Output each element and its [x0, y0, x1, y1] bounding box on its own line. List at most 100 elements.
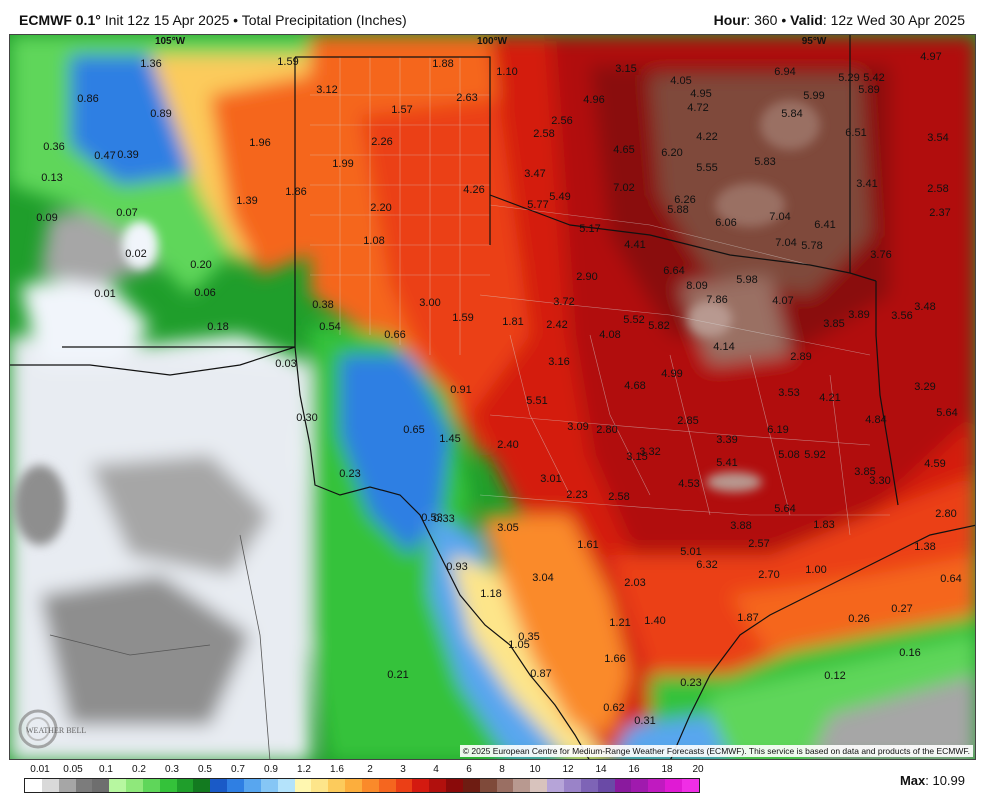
- precip-label: 0.23: [680, 677, 702, 689]
- precip-label: 3.85: [854, 466, 876, 478]
- precip-label: 3.15: [626, 451, 648, 463]
- legend-tick: 4: [433, 764, 439, 775]
- precip-label: 5.49: [549, 191, 571, 203]
- precip-label: 4.59: [924, 458, 946, 470]
- legend-swatch: [496, 779, 514, 792]
- precip-label: 0.91: [450, 384, 472, 396]
- legend-swatch: [395, 779, 413, 792]
- precip-label: 6.06: [715, 217, 737, 229]
- precip-label: 4.14: [713, 341, 735, 353]
- precip-label: 0.36: [43, 141, 65, 153]
- precip-label: 4.65: [613, 144, 635, 156]
- legend-swatch: [58, 779, 76, 792]
- state-borders: [10, 35, 975, 759]
- precip-label: 3.01: [540, 473, 562, 485]
- degree-symbol: °: [95, 12, 101, 28]
- precip-label: 8.09: [686, 280, 708, 292]
- precip-label: 0.54: [319, 321, 341, 333]
- precip-label: 6.32: [696, 559, 718, 571]
- legend-swatch: [126, 779, 143, 792]
- precip-label: 2.85: [677, 415, 699, 427]
- max-value: Max: 10.99: [900, 773, 965, 788]
- hour-value: : 360: [746, 12, 778, 28]
- precip-label: 4.97: [920, 51, 942, 63]
- precip-label: 0.65: [403, 424, 425, 436]
- legend-tick: 0.3: [165, 764, 179, 775]
- legend-tick: 12: [562, 764, 574, 775]
- legend-swatch: [159, 779, 177, 792]
- precip-label: 1.88: [432, 58, 454, 70]
- precip-label: 6.41: [814, 219, 836, 231]
- precip-label: 2.20: [370, 202, 392, 214]
- legend-swatch: [109, 779, 127, 792]
- precip-label: 0.35: [518, 631, 540, 643]
- precip-label: 1.00: [805, 564, 827, 576]
- precip-label: 5.64: [774, 503, 796, 515]
- precip-label: 1.83: [813, 519, 835, 531]
- legend-swatch: [227, 779, 244, 792]
- legend-tick: 10: [529, 764, 541, 775]
- precip-label: 1.38: [914, 541, 936, 553]
- map-canvas: [10, 35, 975, 759]
- precip-label: 4.21: [819, 392, 841, 404]
- precip-label: 3.15: [615, 63, 637, 75]
- precip-label: 4.07: [772, 295, 794, 307]
- legend-swatch: [294, 779, 312, 792]
- precip-label: 4.68: [624, 380, 646, 392]
- precip-label: 5.01: [680, 546, 702, 558]
- legend-tick: 0.01: [30, 764, 50, 775]
- precip-label: 0.30: [296, 412, 318, 424]
- legend-swatch: [614, 779, 632, 792]
- precip-label: 5.83: [754, 156, 776, 168]
- legend-swatch: [41, 779, 59, 792]
- precip-label: 5.88: [667, 204, 689, 216]
- precip-label: 0.13: [41, 172, 63, 184]
- precip-map[interactable]: 105°W 100°W 95°W 1.36 1.59 1.88 1.10 3.15 4.0…: [9, 34, 976, 760]
- precip-label: 4.84: [865, 414, 887, 426]
- precip-label: 5.52: [623, 314, 645, 326]
- precip-label: 1.66: [604, 653, 626, 665]
- precip-label: 6.19: [767, 424, 789, 436]
- precip-label: 2.89: [790, 351, 812, 363]
- precip-label: 1.36: [140, 58, 162, 70]
- precip-label: 0.02: [125, 248, 147, 260]
- legend-tick: 18: [661, 764, 673, 775]
- precip-label: 1.86: [285, 186, 307, 198]
- legend-tick: 16: [628, 764, 640, 775]
- precip-label: 3.48: [914, 301, 936, 313]
- separator: •: [233, 12, 239, 28]
- legend-color-bar: [24, 778, 700, 793]
- precip-label: 1.39: [236, 195, 258, 207]
- precip-label: 0.33: [433, 513, 455, 525]
- precip-label: 0.53: [421, 512, 443, 524]
- precip-label: 1.45: [439, 433, 461, 445]
- legend-swatch: [345, 779, 362, 792]
- legend-tick: 14: [595, 764, 607, 775]
- max-label: Max: [899, 773, 926, 788]
- legend-swatch: [462, 779, 480, 792]
- legend-tick-labels: 0.01 0.05 0.1 0.2 0.3 0.5 0.7 0.9 1.2 1.6 2 3 4 6 8 10 1…: [20, 764, 704, 778]
- precip-label: 2.23: [566, 489, 588, 501]
- precip-label: 0.21: [387, 669, 409, 681]
- precip-label: 1.96: [249, 137, 271, 149]
- precip-label: 2.37: [929, 207, 951, 219]
- precip-label: 4.41: [624, 239, 646, 251]
- legend-swatch: [378, 779, 396, 792]
- precip-label: 1.08: [363, 235, 385, 247]
- copyright-notice: © 2025 European Centre for Medium-Range …: [459, 745, 973, 757]
- precip-label: 1.05: [508, 639, 530, 651]
- precip-label: 2.56: [551, 115, 573, 127]
- precip-label: 3.54: [927, 132, 949, 144]
- title-left: ECMWF 0.1° Init 12z 15 Apr 2025 • Total …: [19, 12, 407, 28]
- precip-label: 0.86: [77, 93, 99, 105]
- legend-swatch: [412, 779, 430, 792]
- precip-label: 2.58: [608, 491, 630, 503]
- legend-swatch: [446, 779, 463, 792]
- precip-label: 6.51: [845, 127, 867, 139]
- legend-tick: 3: [400, 764, 406, 775]
- legend-swatch: [260, 779, 278, 792]
- precip-label: 0.31: [634, 715, 656, 727]
- precip-label: 0.09: [36, 212, 58, 224]
- precip-label: 1.87: [737, 612, 759, 624]
- precip-label: 4.72: [687, 102, 709, 114]
